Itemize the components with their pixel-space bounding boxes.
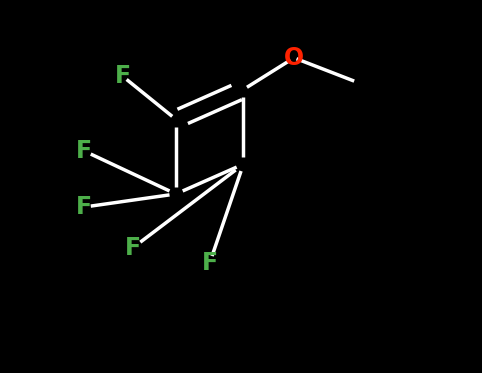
Text: F: F <box>76 195 93 219</box>
Text: F: F <box>76 139 93 163</box>
Text: F: F <box>201 251 218 275</box>
Text: F: F <box>115 65 131 88</box>
Text: O: O <box>284 46 304 70</box>
Text: F: F <box>124 236 141 260</box>
